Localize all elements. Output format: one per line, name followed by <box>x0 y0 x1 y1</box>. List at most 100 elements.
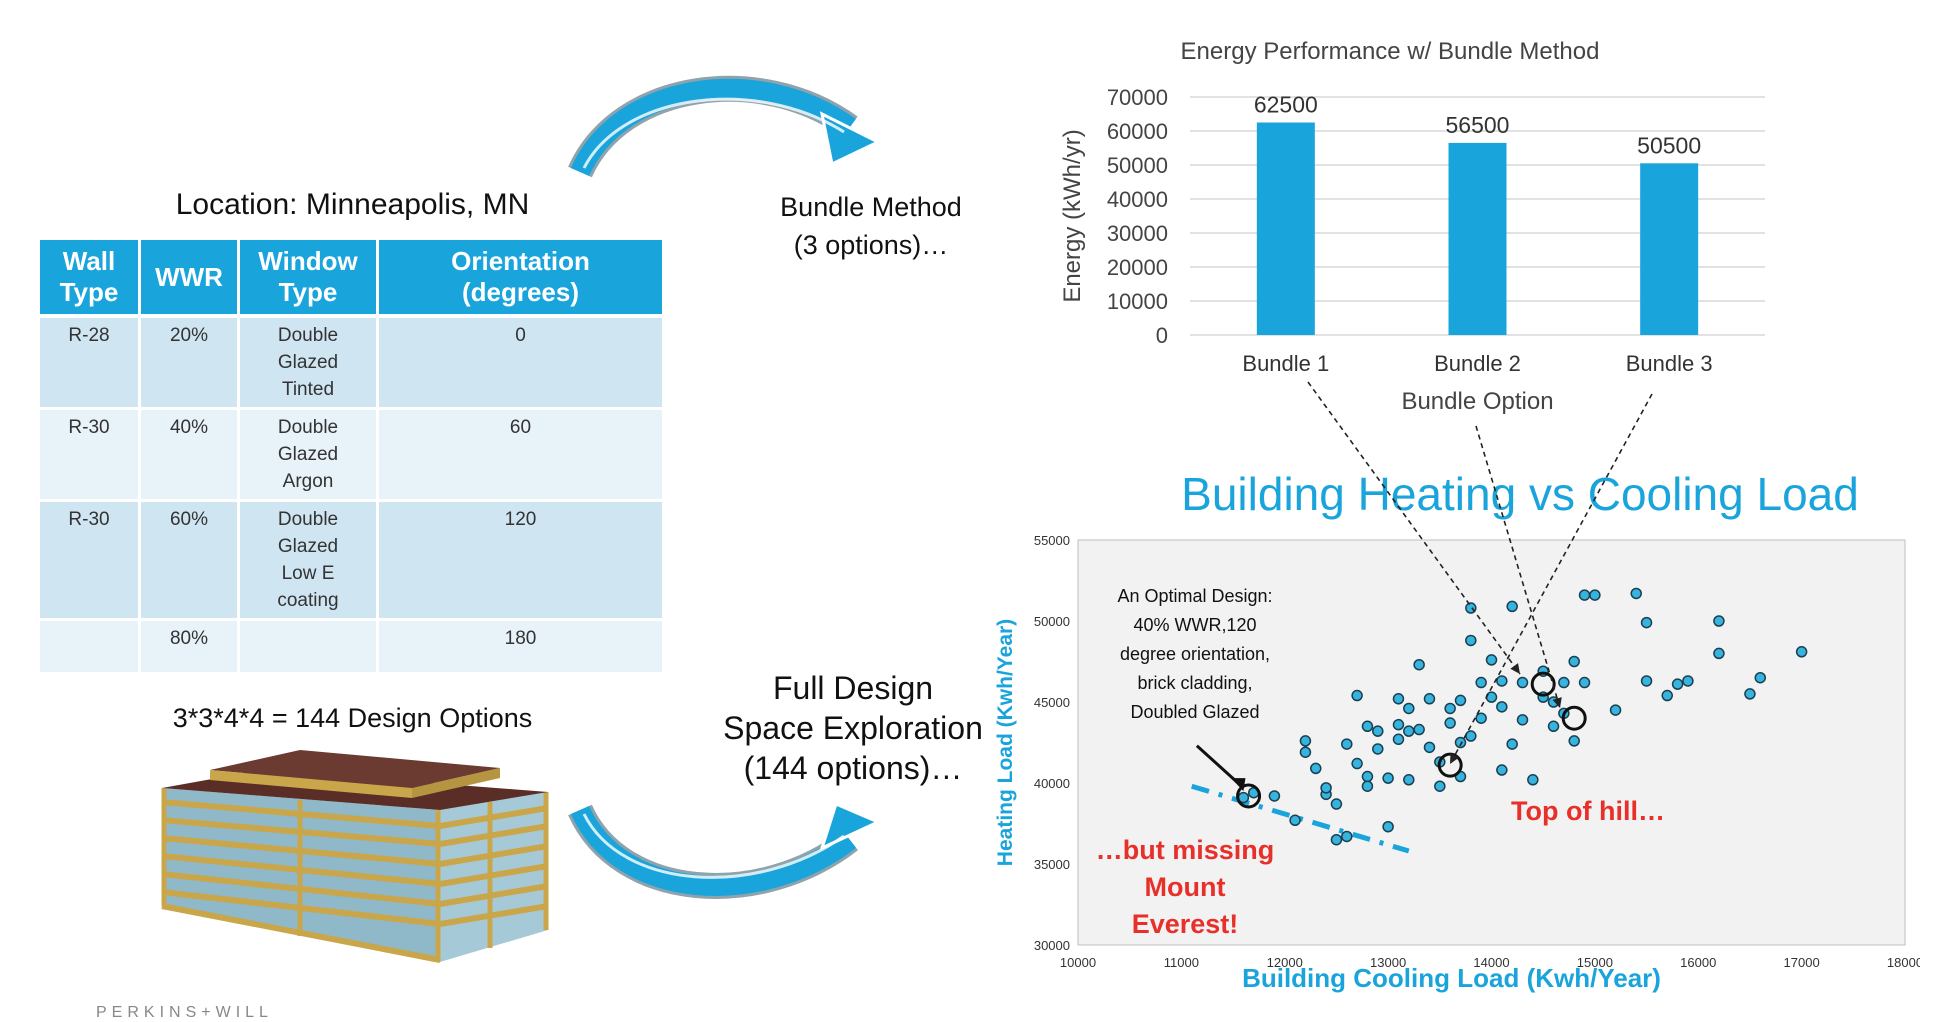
scatter-y-tick-label: 35000 <box>1034 857 1070 872</box>
scatter-point <box>1413 723 1425 736</box>
scatter-point <box>1382 772 1394 784</box>
bar-y-tick-label: 70000 <box>1107 85 1168 110</box>
design-options-table: Wall Type WWR Window Type Orientation (degrees… <box>40 240 665 675</box>
scatter-point <box>1392 733 1405 746</box>
scatter-point <box>1640 675 1653 687</box>
table-cell-line: Tinted <box>281 379 335 400</box>
table-cell-window: Double Glazed Low E coating <box>238 500 379 621</box>
bar <box>1448 142 1507 335</box>
scatter-y-tick-label: 50000 <box>1034 614 1070 629</box>
table-header-line: Wall <box>62 246 116 276</box>
scatter-point <box>1465 602 1477 614</box>
scatter-point <box>1423 741 1436 754</box>
scatter-point <box>1568 735 1580 747</box>
scatter-point <box>1578 676 1591 689</box>
scatter-point <box>1485 691 1498 703</box>
optimal-note-line: brick cladding, <box>1137 673 1253 693</box>
scatter-x-tick-label: 15000 <box>1577 955 1613 970</box>
table-header-line: Window <box>258 246 358 276</box>
table-header-line: Type <box>59 277 119 307</box>
scatter-point <box>1299 746 1312 758</box>
table-cell-wwr: 80% <box>139 619 240 675</box>
scatter-point <box>1392 693 1405 705</box>
scatter-point <box>1454 694 1467 707</box>
top-of-hill-note: Top of hill… <box>1511 796 1665 826</box>
bar-category-label: Bundle 2 <box>1434 351 1521 376</box>
scatter-x-tick-label: 17000 <box>1784 955 1820 970</box>
scatter-point <box>1403 725 1415 737</box>
scatter-point <box>1361 770 1374 783</box>
table-header-cell: Wall Type <box>40 240 141 318</box>
bar-y-tick-label: 0 <box>1156 323 1168 348</box>
full-design-label: Full Design Space Exploration (144 optio… <box>722 668 984 788</box>
curved-arrow-top <box>568 75 882 178</box>
table-cell-orientation: 0 <box>377 316 665 410</box>
scatter-point <box>1351 689 1363 702</box>
scatter-point <box>1713 647 1725 660</box>
scatter-y-tick-label: 55000 <box>1034 533 1070 548</box>
scatter-point <box>1516 676 1529 689</box>
scatter-point <box>1558 676 1570 689</box>
bar-category-label: Bundle 3 <box>1626 351 1713 376</box>
table-cell-line: Glazed <box>277 536 339 557</box>
scatter-point <box>1361 780 1374 792</box>
scatter-point <box>1403 702 1415 715</box>
scatter-point <box>1341 830 1353 843</box>
table-body: R-28 20% Double Glazed Tinted 0 R-30 40% Double G… <box>40 316 665 675</box>
bundle-method-label: Bundle Method (3 options)… <box>742 188 1000 264</box>
table-header-row: Wall Type WWR Window Type Orientation (degrees… <box>40 240 665 318</box>
scatter-point <box>1372 725 1384 737</box>
table-row: 80% 180 <box>40 619 665 675</box>
bar-category-label: Bundle 1 <box>1242 351 1329 376</box>
scatter-point <box>1568 655 1580 668</box>
optimal-note-line: Doubled Glazed <box>1130 702 1260 722</box>
arrow-head-icon <box>819 801 882 851</box>
design-options-formula: 3*3*4*4 = 144 Design Options <box>172 703 533 733</box>
table-header-cell: WWR <box>139 240 240 318</box>
scatter-x-tick-label: 14000 <box>1473 955 1509 970</box>
scatter-point <box>1444 702 1456 715</box>
scatter-y-tick-label: 45000 <box>1034 695 1070 710</box>
scatter-x-axis-label: Building Cooling Load (Kwh/Year) <box>1242 963 1661 993</box>
scatter-point <box>1465 730 1477 742</box>
scatter-point <box>1640 616 1653 629</box>
scatter-point <box>1330 833 1343 846</box>
table-header-line: (degrees) <box>461 277 580 307</box>
scatter-point <box>1310 762 1322 775</box>
scatter-point <box>1382 820 1394 833</box>
bundle-method-line1: Bundle Method <box>780 192 962 222</box>
scatter-point <box>1330 798 1343 810</box>
bar-y-tick-label: 50000 <box>1107 153 1168 178</box>
scatter-point <box>1754 671 1767 684</box>
bar <box>1640 163 1699 335</box>
scatter-point <box>1341 738 1353 750</box>
bar-y-tick-label: 20000 <box>1107 255 1168 280</box>
table-header-cell: Window Type <box>238 240 379 318</box>
scatter-point <box>1268 790 1281 802</box>
scatter-point <box>1516 714 1529 726</box>
highlighted-point <box>1236 783 1262 809</box>
scatter-point <box>1403 774 1415 786</box>
scatter-point <box>1496 701 1508 713</box>
scatter-y-tick-label: 30000 <box>1034 938 1070 953</box>
scatter-point <box>1609 704 1622 716</box>
scatter-point <box>1423 693 1436 705</box>
table-header-line: Orientation <box>451 246 590 276</box>
scatter-point <box>1434 780 1446 792</box>
missing-note-line: …but missing <box>1095 835 1275 865</box>
bar-y-tick-label: 40000 <box>1107 187 1168 212</box>
table-cell-orientation: 60 <box>377 408 665 502</box>
perkins-will-logo: PERKINS+WILL <box>96 1004 273 1021</box>
table-row: R-28 20% Double Glazed Tinted 0 <box>40 316 665 410</box>
scatter-x-tick-label: 16000 <box>1680 955 1716 970</box>
table-header-cell: Orientation (degrees) <box>377 240 665 318</box>
scatter-point <box>1361 720 1374 733</box>
table-cell-wall <box>40 619 141 675</box>
scatter-x-tick-label: 13000 <box>1370 955 1406 970</box>
bar-x-axis-label: Bundle Option <box>1401 388 1553 415</box>
scatter-point <box>1465 634 1477 647</box>
location-title: Location: Minneapolis, MN <box>175 188 530 221</box>
scatter-point <box>1547 696 1560 708</box>
table-cell-wwr: 40% <box>139 408 240 502</box>
bar-data-label: 50500 <box>1637 132 1701 158</box>
